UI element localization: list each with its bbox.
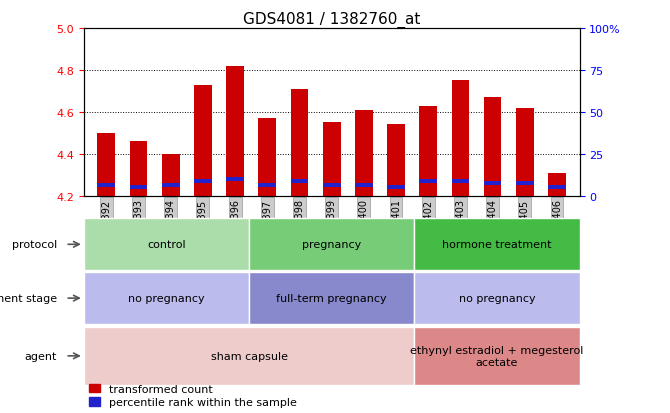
Bar (516, 182, 534, 185)
Bar (419, 180, 437, 183)
Bar (162, 184, 180, 188)
Bar (548, 173, 566, 196)
Text: pregnancy: pregnancy (302, 240, 361, 250)
Legend: transformed count, percentile rank within the sample: transformed count, percentile rank withi… (89, 384, 297, 408)
Bar (387, 186, 405, 190)
Bar (291, 90, 308, 196)
Text: protocol: protocol (11, 240, 57, 250)
Bar (548, 186, 566, 190)
Bar (97, 184, 115, 188)
Title: GDS4081 / 1382760_at: GDS4081 / 1382760_at (243, 12, 420, 28)
Bar (259, 119, 276, 196)
Bar (419, 106, 437, 196)
Bar (323, 184, 340, 188)
Bar (387, 125, 405, 196)
Bar (452, 81, 469, 196)
Bar (355, 184, 373, 188)
Text: agent: agent (25, 351, 57, 361)
Bar (484, 98, 501, 196)
Bar (452, 180, 469, 183)
Bar (291, 180, 308, 183)
Bar (484, 182, 501, 185)
Text: development stage: development stage (0, 293, 57, 304)
Bar (162, 154, 180, 196)
Bar (129, 142, 147, 196)
Text: hormone treatment: hormone treatment (442, 240, 551, 250)
Text: sham capsule: sham capsule (210, 351, 287, 361)
Bar (226, 66, 244, 196)
Bar (516, 108, 534, 196)
Text: no pregnancy: no pregnancy (128, 293, 205, 304)
Bar (194, 180, 212, 183)
Text: full-term pregnancy: full-term pregnancy (276, 293, 387, 304)
Bar (355, 110, 373, 196)
Bar (129, 186, 147, 190)
Text: no pregnancy: no pregnancy (458, 293, 535, 304)
Bar (259, 184, 276, 188)
Bar (97, 133, 115, 196)
Bar (194, 85, 212, 196)
Text: control: control (147, 240, 186, 250)
Bar (323, 123, 340, 196)
Text: ethynyl estradiol + megesterol
acetate: ethynyl estradiol + megesterol acetate (410, 345, 584, 367)
Bar (226, 178, 244, 181)
